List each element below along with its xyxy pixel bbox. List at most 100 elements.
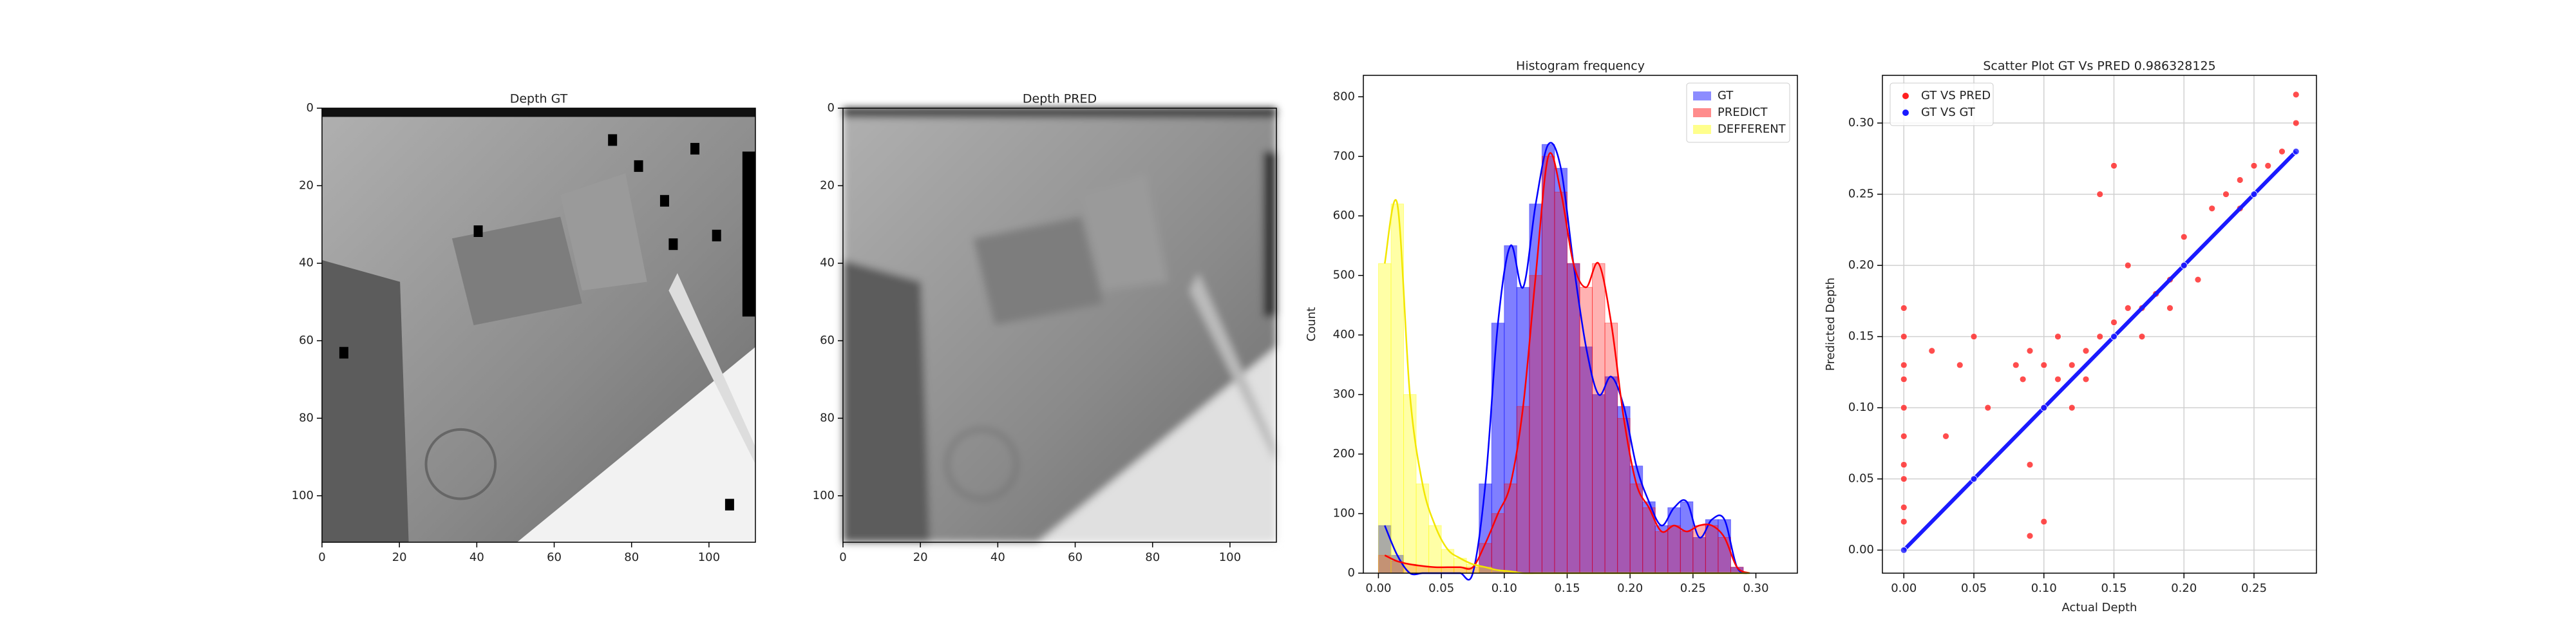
- y-axis-label: Predicted Depth: [1824, 278, 1837, 371]
- hist-bar: [1654, 531, 1669, 574]
- legend-label: GT VS GT: [1921, 106, 1976, 119]
- point: [2166, 305, 2174, 312]
- hist-bar: [1416, 483, 1430, 574]
- point: [2278, 147, 2286, 155]
- image-speck: [634, 160, 643, 172]
- subplot-title: Scatter Plot GT Vs PRED 0.986328125: [1983, 59, 2215, 73]
- subplot: Depth PRED 0 20 40 60 80 100 0 20 40 60 80 100: [813, 92, 1277, 564]
- point: [2292, 147, 2300, 155]
- y-tick-label: 500: [1333, 269, 1355, 282]
- depth-image: [843, 108, 1276, 542]
- x-tick-label: 0.00: [1891, 582, 1917, 595]
- point: [1900, 333, 1908, 341]
- hist-bar: [1718, 537, 1731, 574]
- image-speck: [712, 229, 721, 242]
- image-region: [945, 428, 1018, 500]
- point: [2124, 305, 2132, 312]
- point: [2110, 319, 2117, 326]
- image-region: [424, 428, 497, 500]
- point: [1900, 361, 1908, 369]
- point: [2040, 361, 2048, 369]
- legend-swatch: [1693, 125, 1711, 134]
- point: [2026, 461, 2034, 468]
- point: [1900, 475, 1908, 483]
- hist-bar: [1680, 531, 1694, 574]
- axes-frame: [842, 108, 1277, 543]
- image-speck: [659, 194, 669, 207]
- x-tick-label: 40: [990, 551, 1005, 564]
- point: [2082, 375, 2090, 383]
- depth-image: [322, 108, 755, 542]
- x-tick-label: 0.05: [1961, 582, 1987, 595]
- point: [1956, 361, 1964, 369]
- point: [2180, 261, 2188, 269]
- axes-frame: [1882, 75, 2317, 574]
- x-tick-label: 0.20: [2171, 582, 2197, 595]
- x-tick-label: 40: [469, 551, 484, 564]
- x-tick-label: 0.20: [1617, 582, 1643, 595]
- y-axis-label: Count: [1305, 307, 1318, 341]
- y-tick-label: 40: [299, 256, 314, 270]
- x-axis-label: Actual Depth: [2062, 601, 2137, 614]
- image-region: [972, 216, 1103, 325]
- subplot: Histogram frequency 0 100 200 300 400 500 600 70…: [1305, 59, 1798, 595]
- x-tick-label: 0.10: [2031, 582, 2057, 595]
- y-tick-label: 0: [1348, 566, 1355, 580]
- x-tick-label: 20: [913, 551, 928, 564]
- y-tick-label: 60: [299, 334, 314, 347]
- point: [1928, 347, 1936, 355]
- point: [2110, 333, 2117, 341]
- point: [2040, 518, 2048, 526]
- y-tick-label: 0: [307, 101, 314, 115]
- x-tick-label: 0.10: [1492, 582, 1517, 595]
- point: [2096, 333, 2104, 341]
- legend-box: [1889, 82, 1994, 126]
- x-tick-label: 0.25: [2241, 582, 2267, 595]
- hist-bar: [1667, 525, 1681, 574]
- point: [2012, 361, 2020, 369]
- point: [1984, 404, 1992, 412]
- point: [1900, 546, 1908, 554]
- y-tick-label: 20: [820, 178, 835, 192]
- image-region: [843, 260, 930, 542]
- hist-bar: [1516, 406, 1530, 574]
- point: [1900, 305, 1908, 312]
- image-region: [560, 173, 647, 291]
- image-region: [322, 260, 409, 542]
- y-tick-label: 600: [1333, 209, 1355, 222]
- y-tick-label: 200: [1333, 447, 1355, 460]
- point: [2292, 119, 2300, 127]
- hist-bar: [1692, 525, 1706, 574]
- y-tick-label: 0.00: [1848, 543, 1874, 556]
- y-tick-label: 100: [813, 489, 835, 502]
- x-tick-label: 80: [1145, 551, 1160, 564]
- point: [2264, 162, 2272, 169]
- subplot-title: Histogram frequency: [1516, 59, 1645, 73]
- y-tick-label: 40: [820, 256, 835, 270]
- legend-box: [1686, 82, 1790, 143]
- x-tick-label: 20: [392, 551, 407, 564]
- point: [1900, 404, 1908, 412]
- point: [2026, 347, 2034, 355]
- point: [2019, 375, 2027, 383]
- subplot: Depth GT 0 20 40 60 80 100 0 20 40 60 80 100: [292, 92, 756, 564]
- subplot-title: Depth GT: [510, 92, 568, 106]
- point: [1970, 475, 1978, 483]
- point: [2222, 191, 2230, 198]
- x-tick-label: 60: [1068, 551, 1083, 564]
- point: [2124, 261, 2132, 269]
- image-region: [1081, 173, 1168, 291]
- y-tick-label: 700: [1333, 149, 1355, 163]
- hist-bar: [1566, 263, 1580, 574]
- legend-swatch: [1902, 93, 1909, 99]
- kde-line: [1384, 152, 1750, 574]
- point: [1900, 375, 1908, 383]
- image-region: [742, 151, 755, 317]
- point: [2138, 333, 2146, 341]
- subplot: Scatter Plot GT Vs PRED 0.986328125 0.00 0…: [1824, 59, 2317, 614]
- legend-swatch: [1693, 91, 1711, 100]
- y-tick-label: 0: [828, 101, 835, 115]
- image-region: [843, 108, 1276, 117]
- y-tick-label: 0.05: [1848, 472, 1874, 486]
